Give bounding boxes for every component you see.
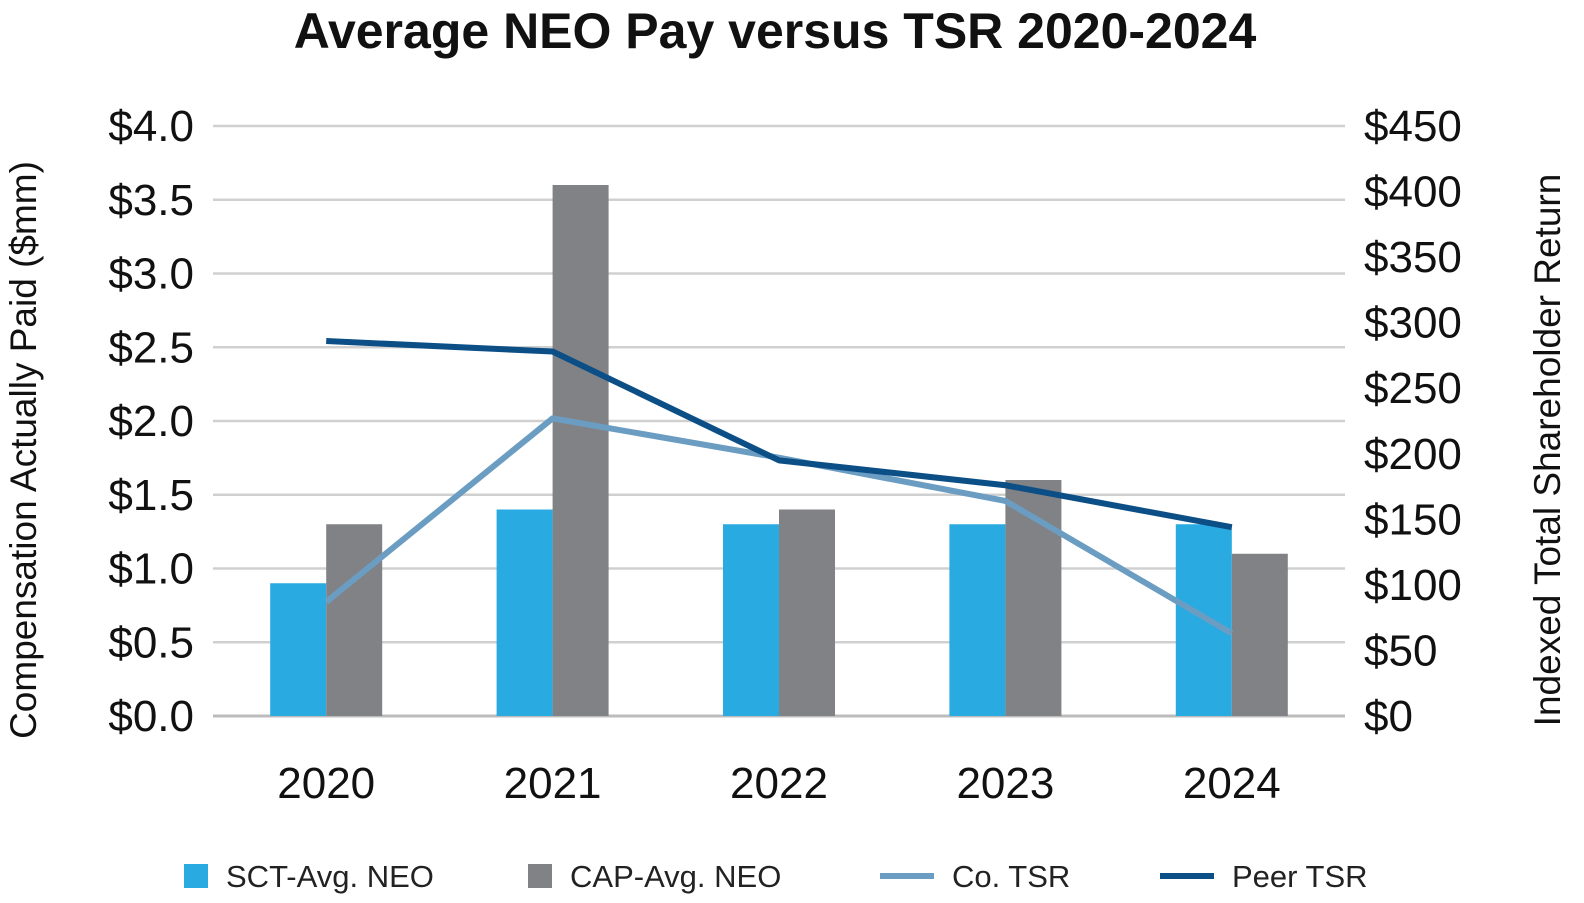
left-axis-ticks: $0.0 $0.5 $1.0 $1.5 $2.0 $2.5 $3.0 $3.5 $4.0 xyxy=(108,102,194,741)
bar-cap-avg-neo-2024 xyxy=(1231,553,1288,716)
y-tick-label: $2.0 xyxy=(108,397,194,446)
bar-sct-avg-neo-2022 xyxy=(723,524,779,716)
x-tick-label: 2023 xyxy=(956,759,1054,808)
legend-item: Peer TSR xyxy=(1160,859,1368,894)
y2-tick-label: $150 xyxy=(1364,495,1462,544)
legend-label: CAP-Avg. NEO xyxy=(570,859,781,894)
x-axis-ticks: 2020 2021 2022 2023 2024 xyxy=(277,759,1280,808)
x-tick-label: 2021 xyxy=(504,759,602,808)
legend-item: CAP-Avg. NEO xyxy=(528,859,781,894)
legend-label: Co. TSR xyxy=(952,859,1070,894)
bar-cap-avg-neo-2020 xyxy=(326,524,383,716)
y2-tick-label: $200 xyxy=(1364,430,1462,479)
y2-tick-label: $450 xyxy=(1364,102,1462,151)
bars xyxy=(270,185,1288,716)
x-tick-label: 2020 xyxy=(277,759,375,808)
y2-tick-label: $350 xyxy=(1364,233,1462,282)
bar-cap-avg-neo-2022 xyxy=(779,509,835,716)
legend-label: SCT-Avg. NEO xyxy=(226,859,434,894)
y-tick-label: $1.5 xyxy=(108,471,194,520)
y-tick-label: $1.0 xyxy=(108,545,194,594)
legend-item: SCT-Avg. NEO xyxy=(184,859,434,894)
chart-title: Average NEO Pay versus TSR 2020-2024 xyxy=(294,3,1257,59)
lines xyxy=(324,338,1234,636)
y-axis-title: Compensation Actually Paid ($mm) xyxy=(3,161,44,739)
y2-tick-label: $250 xyxy=(1364,364,1462,413)
bar-sct-avg-neo-2020 xyxy=(270,583,327,716)
right-axis-ticks: $0 $50 $100 $150 $200 $250 $300 $350 $400 $450 xyxy=(1364,102,1462,741)
y-tick-label: $0.0 xyxy=(108,692,194,741)
y2-tick-label: $0 xyxy=(1364,692,1413,741)
legend-swatch xyxy=(528,864,552,888)
y-tick-label: $3.5 xyxy=(108,176,194,225)
bar-sct-avg-neo-2021 xyxy=(496,509,553,716)
x-tick-label: 2024 xyxy=(1183,759,1281,808)
y-tick-label: $3.0 xyxy=(108,250,194,299)
x-tick-label: 2022 xyxy=(730,759,828,808)
y-tick-label: $0.5 xyxy=(108,618,194,667)
bar-cap-avg-neo-2021 xyxy=(552,185,609,716)
legend: SCT-Avg. NEO CAP-Avg. NEO Co. TSR Peer TSR xyxy=(184,859,1368,894)
y2-tick-label: $100 xyxy=(1364,561,1462,610)
legend-item: Co. TSR xyxy=(880,859,1070,894)
line-peer-tsr xyxy=(326,338,1233,531)
y2-tick-label: $400 xyxy=(1364,168,1462,217)
y2-tick-label: $300 xyxy=(1364,299,1462,348)
y-tick-label: $4.0 xyxy=(108,102,194,151)
legend-swatch xyxy=(184,864,208,888)
y-tick-label: $2.5 xyxy=(108,323,194,372)
y2-axis-title: Indexed Total Shareholder Return xyxy=(1527,174,1568,727)
bar-sct-avg-neo-2023 xyxy=(949,524,1006,716)
legend-label: Peer TSR xyxy=(1232,859,1368,894)
y2-tick-label: $50 xyxy=(1364,626,1437,675)
